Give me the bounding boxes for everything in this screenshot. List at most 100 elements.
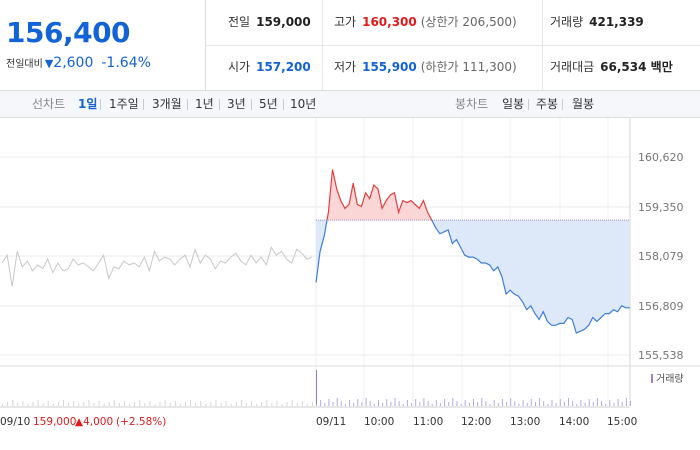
volume-bar (134, 402, 136, 406)
volume-bar (576, 404, 578, 406)
y-axis: 160,620 159,350 158,079 156,809 155,538 (638, 151, 684, 362)
volume-bar (543, 401, 545, 406)
volume-bar (630, 401, 631, 406)
volume-bar (510, 398, 512, 406)
volume-bar (460, 404, 462, 406)
line-chart-label: 선차트 (32, 97, 66, 111)
volume-bar (559, 399, 561, 406)
chart-toolbar: 선차트 1일 1주일 3개월 1년 3년 5년 10년 봉차트 일봉 주봉 월봉 (0, 91, 700, 118)
volume-bar (42, 403, 44, 406)
tab-3year[interactable]: 3년 (227, 97, 246, 111)
volume-bar (481, 398, 483, 406)
volume-bar (286, 402, 288, 406)
volume-bar (444, 399, 446, 406)
volume-bar (340, 401, 342, 406)
volume-bar (316, 404, 317, 406)
volume-bar (555, 403, 557, 406)
stat-prev-close: 전일 159,000 (228, 15, 311, 29)
volume-bar (220, 403, 222, 406)
today-series-line-down (315, 220, 630, 334)
volume-bar (592, 402, 594, 406)
volume-bar (154, 404, 156, 406)
x-tick-label: 15:00 (607, 416, 637, 428)
quote-stats: 전일 159,000 고가 160,300 (상한가 206,500) 거래량 421,… (206, 0, 700, 90)
volume-bar (47, 401, 49, 406)
tab-1day[interactable]: 1일 (78, 97, 98, 111)
tab-5year[interactable]: 5년 (259, 97, 278, 111)
price-change: 전일대비 ▼2,600 -1.64% (6, 55, 151, 71)
volume-bar (452, 398, 454, 406)
volume-bar (522, 400, 524, 406)
y-tick-label: 155,538 (638, 349, 684, 362)
volume-bar (588, 399, 590, 406)
x-tick-label: 11:00 (413, 416, 443, 428)
volume-bar (464, 400, 466, 406)
volume-bar (169, 403, 171, 406)
volume-bar (572, 401, 574, 406)
volume-bar (530, 399, 532, 406)
volume-bar (435, 400, 437, 406)
stat-low: 저가 155,900 (하한가 111,300) (334, 60, 517, 74)
volume-bar (98, 401, 100, 406)
volume-bar (344, 404, 346, 406)
volume-bar (235, 402, 237, 406)
tab-3month[interactable]: 3개월 (152, 97, 182, 111)
volume-bar (129, 404, 130, 406)
tab-weekly-candle[interactable]: 주봉 (536, 97, 559, 111)
volume-bar (353, 403, 355, 406)
tab-1week[interactable]: 1주일 (109, 97, 139, 111)
volume-bar (73, 401, 75, 406)
tab-daily-candle[interactable]: 일봉 (502, 97, 525, 111)
volume-bar (468, 403, 470, 406)
volume-bar (456, 401, 458, 406)
volume-bar (312, 402, 313, 406)
volume-bar (37, 400, 39, 406)
change-percent: -1.64% (101, 55, 151, 71)
volume-bars (2, 370, 631, 406)
tab-1year[interactable]: 1년 (195, 97, 214, 111)
volume-legend-label: 거래량 (656, 373, 684, 385)
volume-bar (423, 398, 425, 406)
volume-bar (12, 400, 14, 406)
volume-bar (609, 400, 611, 406)
volume-bar (316, 370, 317, 406)
volume-bar (535, 402, 536, 406)
volume-bar (493, 400, 495, 406)
volume-bar (563, 402, 565, 406)
volume-bar (256, 404, 258, 406)
volume-bar (361, 402, 363, 406)
volume-bar (390, 402, 392, 406)
volume-bar (88, 400, 90, 406)
volume-bar (276, 401, 278, 406)
candle-chart-label: 봉차트 (455, 97, 489, 111)
tab-monthly-candle[interactable]: 월봉 (572, 97, 595, 111)
volume-bar (245, 403, 247, 406)
volume-legend-swatch (651, 374, 653, 383)
change-value: 2,600 (53, 55, 94, 71)
volume-bar (306, 404, 308, 406)
volume-bar (357, 399, 359, 406)
volume-bar (601, 401, 603, 406)
volume-bar (113, 400, 115, 406)
prev-day-change: ▲4,000 (75, 416, 113, 428)
volume-bar (547, 404, 549, 406)
volume-bar (139, 400, 141, 406)
volume-bar (185, 402, 186, 406)
x-tick-label: 13:00 (510, 416, 540, 428)
volume-bar (261, 402, 263, 406)
volume-bar (324, 403, 326, 406)
y-tick-label: 160,620 (638, 151, 684, 164)
volume-bar (52, 404, 54, 406)
volume-bar (539, 398, 541, 406)
volume-bar (621, 402, 623, 406)
volume-bar (448, 402, 450, 406)
volume-bar (394, 398, 396, 406)
volume-bar (296, 403, 298, 406)
volume-bar (596, 398, 598, 406)
volume-bar (57, 402, 59, 406)
volume-bar (365, 398, 367, 406)
volume-bar (108, 402, 110, 406)
tab-10year[interactable]: 10년 (290, 97, 317, 111)
volume-bar (195, 403, 197, 406)
quote-header: 156,400 전일대비 ▼2,600 -1.64% 전일 159,000 고가 160… (0, 0, 700, 91)
